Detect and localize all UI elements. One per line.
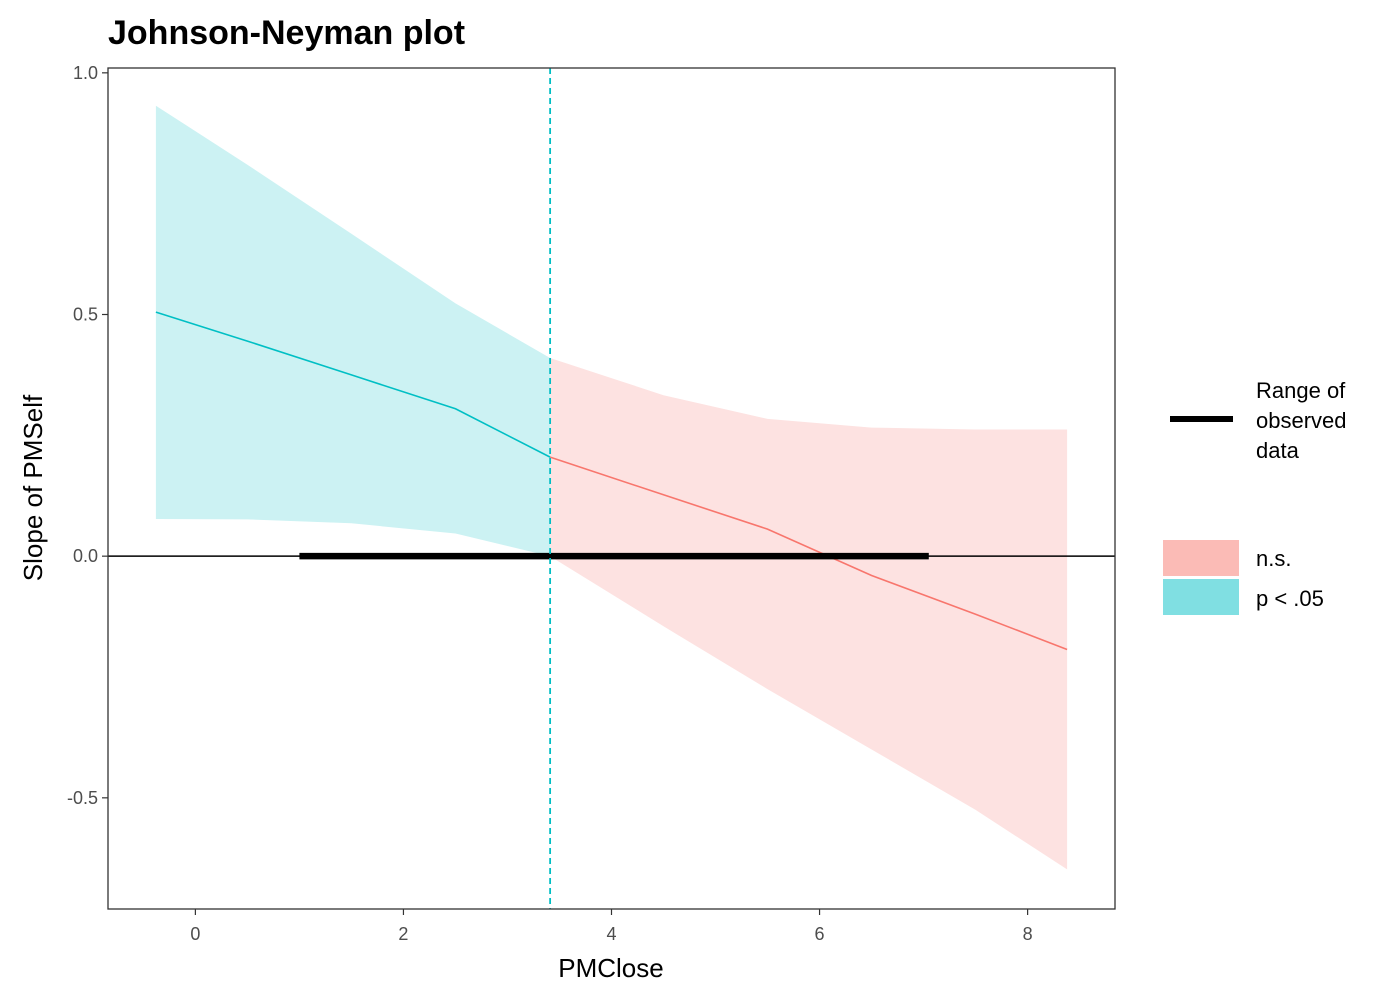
x-axis-title: PMClose <box>558 953 663 983</box>
x-tick-label: 6 <box>815 924 825 944</box>
significant-slope-line <box>155 311 551 458</box>
reference-lines <box>108 68 1115 909</box>
legend-ns-label: n.s. <box>1256 546 1291 571</box>
x-tick-label: 8 <box>1023 924 1033 944</box>
x-tick-label: 2 <box>398 924 408 944</box>
legend-observed-range: Range of observed data <box>1170 378 1347 463</box>
slope-lines <box>155 311 1068 651</box>
x-tick-label: 4 <box>606 924 616 944</box>
confidence-bands <box>155 105 1068 870</box>
x-tick-label: 0 <box>190 924 200 944</box>
legend-observed-range-label-1: Range of <box>1256 378 1346 403</box>
legend-observed-range-label-3: data <box>1256 438 1300 463</box>
x-axis-ticks: 0 2 4 6 8 <box>190 909 1033 944</box>
y-tick-label: 0.0 <box>73 546 98 566</box>
y-axis-title: Slope of PMSelf <box>18 394 48 581</box>
chart-title: Johnson-Neyman plot <box>108 14 465 52</box>
y-tick-label: 0.5 <box>73 305 98 325</box>
legend-sig-key <box>1163 579 1239 615</box>
ns-confidence-band <box>550 358 1068 870</box>
significant-confidence-band <box>155 105 551 557</box>
legend-sig-label: p < .05 <box>1256 586 1324 611</box>
ns-slope-line <box>549 456 1068 651</box>
y-axis-ticks: -0.5 0.0 0.5 1.0 <box>67 63 108 808</box>
y-tick-label: -0.5 <box>67 788 98 808</box>
y-tick-label: 1.0 <box>73 63 98 83</box>
legend-observed-range-label-2: observed <box>1256 408 1347 433</box>
legend-ns-key <box>1163 540 1239 576</box>
legend-significance: n.s. p < .05 <box>1163 540 1324 615</box>
